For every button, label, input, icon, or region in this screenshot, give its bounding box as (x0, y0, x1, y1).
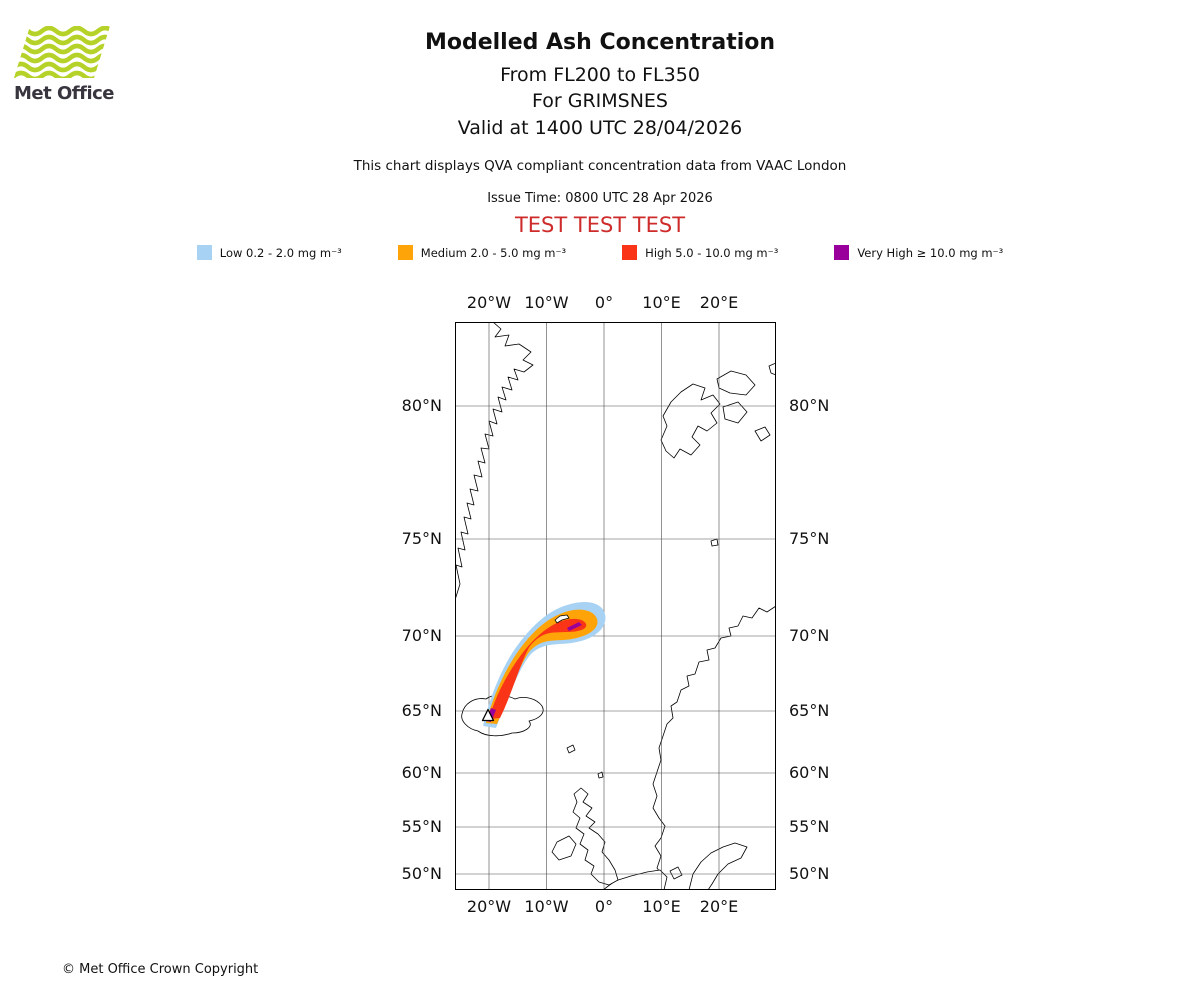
coast-ireland (551, 835, 577, 861)
legend-item-medium: Medium 2.0 - 5.0 mg m⁻³ (397, 245, 567, 260)
legend-item-very-high: Very High ≥ 10.0 mg m⁻³ (834, 245, 1003, 260)
lon-label-bottom-4: 20°E (699, 897, 739, 916)
lat-label-left-3: 65°N (401, 701, 442, 720)
coast-bear-island (710, 538, 719, 547)
coast-shetland (597, 771, 604, 779)
coast-great-britain (572, 787, 619, 886)
coast-scandinavia (652, 605, 776, 890)
coast-baltic-sea (688, 842, 748, 890)
subtitle-valid-time: Valid at 1400 UTC 28/04/2026 (457, 117, 743, 139)
coast-svalbard-spitsbergen (660, 383, 721, 459)
legend-label-high: High 5.0 - 10.0 mg m⁻³ (645, 245, 779, 260)
coast-svalbard-east-island (768, 362, 776, 376)
map (455, 322, 776, 890)
copyright-notice: © Met Office Crown Copyright (62, 962, 259, 977)
volcano-marker (481, 708, 495, 722)
coastlines (455, 322, 776, 890)
lon-label-top-0: 20°W (466, 293, 512, 312)
lon-label-top-4: 20°E (699, 293, 739, 312)
lon-label-bottom-1: 10°W (524, 897, 569, 916)
met-office-logo-text: Met Office (14, 83, 115, 104)
subtitle-flight-levels: From FL200 to FL350 (500, 64, 700, 86)
legend-swatch-very-high (834, 245, 850, 260)
coast-jan-mayen (554, 614, 570, 624)
lat-label-left-2: 70°N (401, 626, 442, 645)
lat-label-left-4: 60°N (401, 763, 442, 782)
legend: Low 0.2 - 2.0 mg m⁻³ Medium 2.0 - 5.0 mg … (0, 245, 1200, 260)
lat-label-left-5: 55°N (401, 817, 442, 836)
lat-label-left-0: 80°N (401, 396, 442, 415)
lat-label-right-0: 80°N (789, 396, 830, 415)
lat-label-right-3: 65°N (789, 701, 830, 720)
lon-label-bottom-3: 10°E (642, 897, 681, 916)
lon-label-bottom-0: 20°W (466, 897, 512, 916)
test-banner: TEST TEST TEST (514, 213, 686, 237)
map-border (455, 322, 776, 890)
lon-label-top-2: 0° (594, 293, 614, 312)
lon-label-bottom-2: 0° (594, 897, 614, 916)
coast-svalbard-small-island (754, 426, 771, 442)
lat-label-right-4: 60°N (789, 763, 830, 782)
lat-label-right-6: 50°N (789, 864, 830, 883)
legend-swatch-high (622, 245, 638, 260)
coast-faroe-islands (566, 744, 576, 754)
plume-very-high (567, 622, 582, 631)
plume-high (489, 618, 587, 719)
legend-item-low: Low 0.2 - 2.0 mg m⁻³ (196, 245, 342, 260)
lat-label-left-6: 50°N (401, 864, 442, 883)
met-office-logo-waves (14, 26, 110, 78)
chart-description: This chart displays QVA compliant concen… (353, 158, 847, 174)
graticule (455, 322, 776, 890)
legend-label-low: Low 0.2 - 2.0 mg m⁻³ (219, 245, 342, 260)
plume-medium (486, 609, 598, 724)
coast-iceland (461, 694, 544, 737)
issue-time: Issue Time: 0800 UTC 28 Apr 2026 (487, 191, 713, 206)
met-office-logo: Met Office (14, 26, 124, 104)
coast-svalbard-edge-island (722, 401, 748, 424)
legend-label-medium: Medium 2.0 - 5.0 mg m⁻³ (420, 245, 567, 260)
map-area (455, 322, 776, 890)
lon-label-top-3: 10°E (642, 293, 681, 312)
legend-item-high: High 5.0 - 10.0 mg m⁻³ (622, 245, 778, 260)
coast-greenland (455, 322, 534, 601)
lat-label-left-1: 75°N (401, 529, 442, 548)
lat-label-right-5: 55°N (789, 817, 830, 836)
legend-label-very-high: Very High ≥ 10.0 mg m⁻³ (857, 245, 1004, 260)
lat-label-right-1: 75°N (789, 529, 830, 548)
ash-plume (483, 602, 606, 728)
page-title: Modelled Ash Concentration (424, 30, 776, 55)
lon-label-top-1: 10°W (524, 293, 569, 312)
lat-label-right-2: 70°N (789, 626, 830, 645)
coast-denmark-island (669, 866, 683, 880)
coast-svalbard-northeast (716, 370, 756, 396)
legend-swatch-medium (397, 245, 413, 260)
subtitle-volcano: For GRIMSNES (532, 90, 668, 112)
legend-swatch-low (196, 245, 212, 260)
